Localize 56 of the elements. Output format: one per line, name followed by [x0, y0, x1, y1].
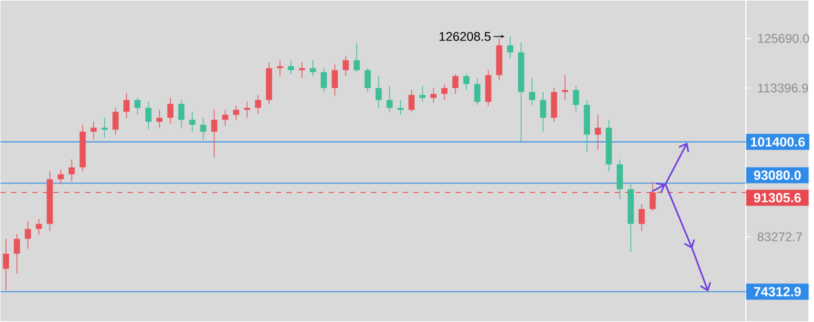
candlestick: [244, 102, 250, 118]
candlestick: [2, 238, 10, 291]
candlestick: [594, 114, 601, 150]
candlestick: [320, 68, 327, 92]
candlestick: [342, 56, 349, 77]
ref-line-label: 93080.0: [754, 170, 801, 180]
candlestick: [102, 117, 108, 138]
candlestick: [211, 109, 218, 158]
candlestick: [638, 204, 645, 232]
candlestick: [474, 78, 480, 106]
candlestick: [276, 60, 284, 77]
ref-line-label: 91305.6: [754, 193, 801, 202]
ref-line-label: 74312.9: [754, 287, 801, 296]
candlestick: [463, 74, 470, 90]
candlestick: [233, 106, 240, 120]
candlestick: [376, 76, 382, 108]
candlestick: [14, 233, 20, 274]
candlestick: [189, 111, 196, 132]
candlestick: [112, 107, 119, 136]
candlestick: [441, 84, 448, 100]
candlestick: [298, 62, 305, 79]
candlestick: [156, 109, 162, 128]
candlestick: [332, 64, 338, 96]
candlestick: [529, 78, 536, 106]
candlestick: [562, 74, 568, 100]
candlestick: [134, 98, 141, 116]
y-tick-label: 113396.9: [758, 84, 808, 93]
candlestick: [123, 92, 130, 118]
candlestick: [58, 169, 64, 185]
candlestick: [430, 88, 437, 104]
candlestick: [178, 100, 184, 128]
annotation: 126208.5: [440, 32, 491, 41]
candlestick: [24, 220, 31, 250]
candlestick: [540, 92, 546, 132]
candlestick: [288, 60, 294, 75]
candlestick: [398, 100, 404, 116]
candlestick: [354, 43, 360, 73]
candlestick: [364, 68, 371, 92]
candlestick: [200, 117, 206, 140]
candlestick: [507, 36, 514, 59]
y-tick-label: 125690.0: [758, 34, 810, 43]
ref-line-label: 101400.6: [750, 137, 805, 147]
y-tick-label: 83272.7: [758, 232, 802, 242]
candlestick: [222, 109, 228, 126]
candlestick: [572, 86, 580, 112]
candlestick: [419, 86, 426, 102]
candlestick: [255, 94, 262, 114]
candlestick: [167, 98, 174, 124]
candlestick: [68, 159, 75, 182]
candlestick: [452, 74, 458, 94]
candlestick: [386, 86, 393, 112]
candlestick: [310, 60, 316, 77]
candlestick: [145, 102, 152, 130]
candlestick: [408, 90, 415, 112]
candlestick: [36, 218, 42, 236]
candlestick: [90, 121, 97, 140]
